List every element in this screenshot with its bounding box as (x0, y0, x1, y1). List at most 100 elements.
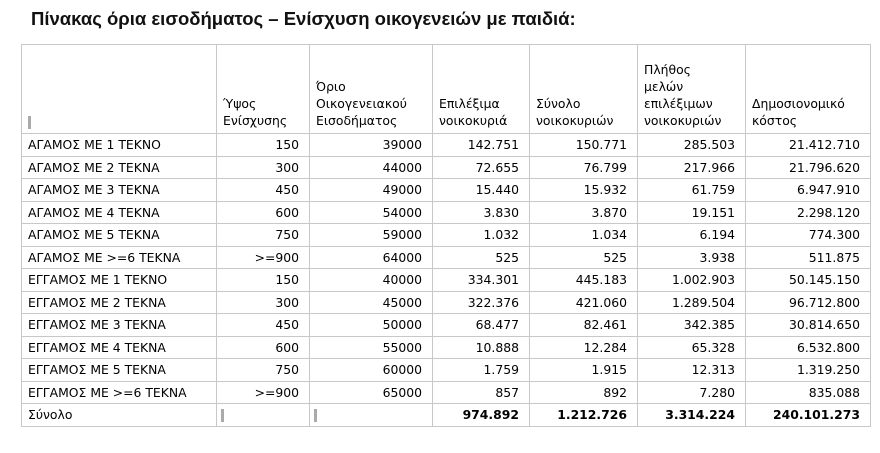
table-cell: >=900 (216, 380, 310, 404)
table-cell: 150 (216, 268, 310, 292)
table-cell: 750 (216, 223, 310, 247)
header-category (21, 44, 217, 134)
table-cell: 774.300 (745, 223, 871, 247)
table-cell: 450 (216, 178, 310, 202)
table-cell: 6.947.910 (745, 178, 871, 202)
header-label: Σύνολο (536, 96, 581, 111)
row-label: ΕΓΓΑΜΟΣ ΜΕ 4 ΤΕΚΝΑ (21, 335, 217, 359)
table-cell: 72.655 (432, 155, 530, 179)
row-label: ΑΓΑΜΟΣ ΜΕ >=6 ΤΕΚΝΑ (21, 245, 217, 269)
table-cell: 50000 (309, 313, 433, 337)
table-cell: 892 (529, 380, 638, 404)
total-row: Σύνολο 974.892 1.212.726 3.314.224 240.101.2… (21, 403, 871, 427)
header-label: Ύψος (223, 96, 257, 111)
table-row: ΕΓΓΑΜΟΣ ΜΕ 1 ΤΕΚΝΟ 150 40000 334.301 445.183… (21, 268, 871, 292)
table-cell: 835.088 (745, 380, 871, 404)
table-cell: 7.280 (637, 380, 746, 404)
table-cell (309, 403, 433, 427)
table-cell: 1.759 (432, 358, 530, 382)
table-cell: 82.461 (529, 313, 638, 337)
header-eligible-households: Επιλέξιμα νοικοκυριά (432, 44, 530, 134)
cell-marker (221, 409, 224, 423)
table-cell: 450 (216, 313, 310, 337)
table-cell: 64000 (309, 245, 433, 269)
table-cell (216, 403, 310, 427)
table-cell: 150.771 (529, 133, 638, 157)
table-cell: 65.328 (637, 335, 746, 359)
table-cell: 54000 (309, 200, 433, 224)
table-cell: 40000 (309, 268, 433, 292)
header-label: νοικοκυριών (644, 113, 722, 128)
table-row: ΑΓΑΜΟΣ ΜΕ 4 ΤΕΚΝΑ 600 54000 3.830 3.870 19.15… (21, 200, 871, 224)
table-cell: 511.875 (745, 245, 871, 269)
table-cell: 15.440 (432, 178, 530, 202)
table-row: ΕΓΓΑΜΟΣ ΜΕ 3 ΤΕΚΝΑ 450 50000 68.477 82.461 34… (21, 313, 871, 337)
table-cell: 150 (216, 133, 310, 157)
table-cell: 65000 (309, 380, 433, 404)
table-cell: 76.799 (529, 155, 638, 179)
header-label: κόστος (752, 113, 798, 128)
table-cell: 300 (216, 290, 310, 314)
table-cell: 1.032 (432, 223, 530, 247)
table-cell: 334.301 (432, 268, 530, 292)
table-cell: 2.298.120 (745, 200, 871, 224)
table-cell: 421.060 (529, 290, 638, 314)
table-cell: 3.830 (432, 200, 530, 224)
table-cell: 1.289.504 (637, 290, 746, 314)
table-cell: 59000 (309, 223, 433, 247)
row-label: ΕΓΓΑΜΟΣ ΜΕ 5 ΤΕΚΝΑ (21, 358, 217, 382)
header-label: επιλέξιμων (644, 96, 713, 111)
row-label: ΕΓΓΑΜΟΣ ΜΕ 1 ΤΕΚΝΟ (21, 268, 217, 292)
cell-marker (28, 116, 31, 129)
table-cell: 68.477 (432, 313, 530, 337)
header-label: Δημοσιονομικό (752, 96, 845, 111)
table-row: ΑΓΑΜΟΣ ΜΕ 1 ΤΕΚΝΟ 150 39000 142.751 150.771 2… (21, 133, 871, 157)
row-label: ΑΓΑΜΟΣ ΜΕ 5 ΤΕΚΝΑ (21, 223, 217, 247)
header-label: Πλήθος (644, 62, 691, 77)
table-cell: 525 (529, 245, 638, 269)
table-cell: 45000 (309, 290, 433, 314)
table-row: ΑΓΑΜΟΣ ΜΕ 5 ΤΕΚΝΑ 750 59000 1.032 1.034 6.194… (21, 223, 871, 247)
table-cell: 21.796.620 (745, 155, 871, 179)
table-cell: 342.385 (637, 313, 746, 337)
table-cell: 55000 (309, 335, 433, 359)
header-label: νοικοκυριών (536, 113, 614, 128)
row-label: ΕΓΓΑΜΟΣ ΜΕ 2 ΤΕΚΝΑ (21, 290, 217, 314)
table-cell: 300 (216, 155, 310, 179)
table-cell: 1.319.250 (745, 358, 871, 382)
table-cell: 12.284 (529, 335, 638, 359)
table-cell: 60000 (309, 358, 433, 382)
table-cell: 1.212.726 (529, 403, 638, 427)
table-cell: 750 (216, 358, 310, 382)
table-cell: 240.101.273 (745, 403, 871, 427)
table-cell: 6.532.800 (745, 335, 871, 359)
table-row: ΕΓΓΑΜΟΣ ΜΕ 5 ΤΕΚΝΑ 750 60000 1.759 1.915 12.3… (21, 358, 871, 382)
table-cell: 322.376 (432, 290, 530, 314)
table-cell: 30.814.650 (745, 313, 871, 337)
page-title: Πίνακας όρια εισοδήματος – Ενίσχυση οικο… (31, 8, 576, 29)
table-cell: >=900 (216, 245, 310, 269)
table-cell: 50.145.150 (745, 268, 871, 292)
table-cell: 600 (216, 335, 310, 359)
table-cell: 61.759 (637, 178, 746, 202)
table-cell: 445.183 (529, 268, 638, 292)
header-income-limit: Όριο Οικογενειακού Εισοδήματος (309, 44, 433, 134)
table-cell: 49000 (309, 178, 433, 202)
header-label: Όριο (316, 79, 346, 94)
row-label: ΑΓΑΜΟΣ ΜΕ 3 ΤΕΚΝΑ (21, 178, 217, 202)
table-cell: 6.194 (637, 223, 746, 247)
cell-marker (314, 409, 317, 423)
table-cell: 1.034 (529, 223, 638, 247)
header-label: μελών (644, 79, 684, 94)
table-cell: 12.313 (637, 358, 746, 382)
table-cell: 217.966 (637, 155, 746, 179)
table-cell: 142.751 (432, 133, 530, 157)
table-cell: 974.892 (432, 403, 530, 427)
table-row: ΕΓΓΑΜΟΣ ΜΕ >=6 ΤΕΚΝΑ >=900 65000 857 892 7.28… (21, 380, 871, 404)
row-label: ΑΓΑΜΟΣ ΜΕ 4 ΤΕΚΝΑ (21, 200, 217, 224)
header-total-households: Σύνολο νοικοκυριών (529, 44, 638, 134)
table-cell: 857 (432, 380, 530, 404)
table-cell: 3.314.224 (637, 403, 746, 427)
row-label: ΑΓΑΜΟΣ ΜΕ 2 ΤΕΚΝΑ (21, 155, 217, 179)
table-cell: 1.002.903 (637, 268, 746, 292)
